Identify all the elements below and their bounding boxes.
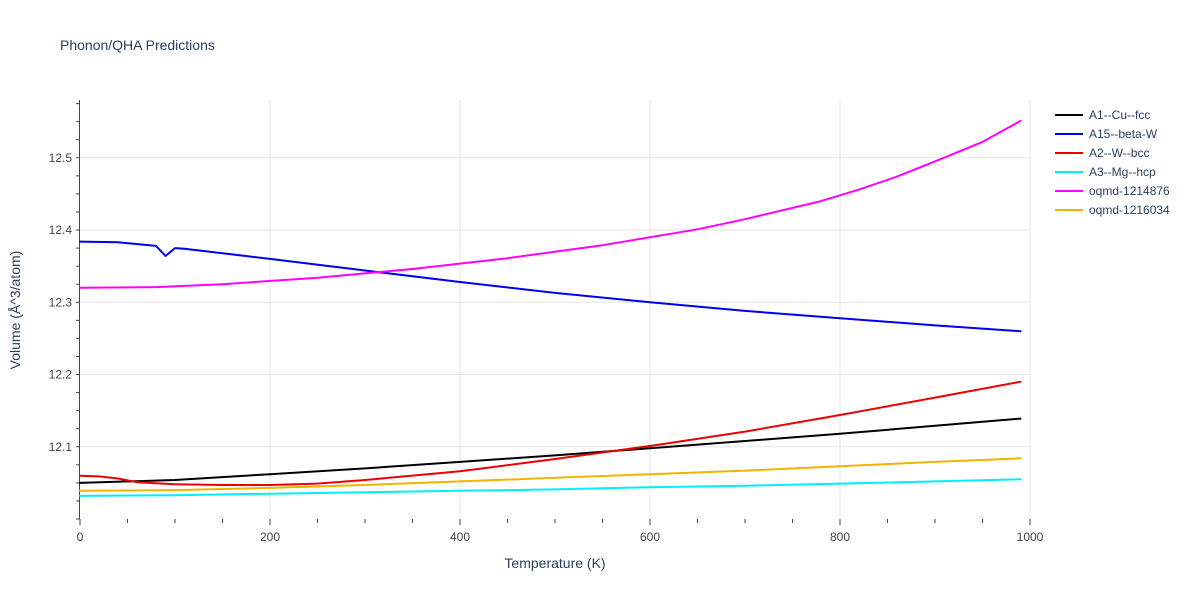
series-line-A2--W--bcc (79, 380, 1022, 486)
y-tick-label: 12.5 (49, 151, 73, 165)
legend-item[interactable]: A3--Mg--hcp (1055, 165, 1156, 179)
y-tick-label: 12.1 (49, 440, 73, 454)
legend-label: oqmd-1216034 (1089, 203, 1170, 217)
x-tick-label: 1000 (1017, 530, 1044, 544)
y-tick-label: 12.3 (49, 295, 73, 309)
legend-item[interactable]: A15--beta-W (1055, 127, 1158, 141)
legend-label: oqmd-1214876 (1089, 184, 1170, 198)
legend-label: A15--beta-W (1089, 127, 1158, 141)
legend-item[interactable]: A1--Cu--fcc (1055, 108, 1150, 122)
legend-label: A3--Mg--hcp (1089, 165, 1156, 179)
x-tick-label: 400 (450, 530, 470, 544)
x-tick-label: 600 (640, 530, 660, 544)
series-line-A15--beta-W (79, 240, 1022, 333)
legend-label: A1--Cu--fcc (1089, 108, 1150, 122)
x-tick-label: 200 (260, 530, 280, 544)
axes (76, 100, 1031, 525)
series-line-A1--Cu--fcc (79, 417, 1022, 484)
grid (80, 100, 1031, 519)
x-tick-labels: 0 200 400 600 800 1000 (77, 530, 1044, 544)
y-axis-title: Volume (Å^3/atom) (7, 251, 23, 370)
legend-item[interactable]: A2--W--bcc (1055, 146, 1149, 160)
x-axis-title: Temperature (K) (504, 555, 605, 571)
legend[interactable]: A1--Cu--fcc A15--beta-W A2--W--bcc A3--Mg--… (1055, 108, 1170, 217)
y-tick-labels: 12.1 12.2 12.3 12.4 12.5 (49, 151, 73, 454)
series-line-oqmd-1214876 (79, 119, 1022, 289)
legend-item[interactable]: oqmd-1214876 (1055, 184, 1170, 198)
y-tick-label: 12.4 (49, 223, 73, 237)
series-line-oqmd-1216034 (79, 457, 1022, 492)
x-tick-label: 0 (77, 530, 84, 544)
x-tick-label: 800 (830, 530, 850, 544)
chart-title: Phonon/QHA Predictions (60, 37, 215, 53)
plot-area (79, 119, 1022, 497)
legend-label: A2--W--bcc (1089, 146, 1149, 160)
series-line-A3--Mg--hcp (79, 478, 1022, 497)
legend-item[interactable]: oqmd-1216034 (1055, 203, 1170, 217)
y-tick-label: 12.2 (49, 368, 73, 382)
